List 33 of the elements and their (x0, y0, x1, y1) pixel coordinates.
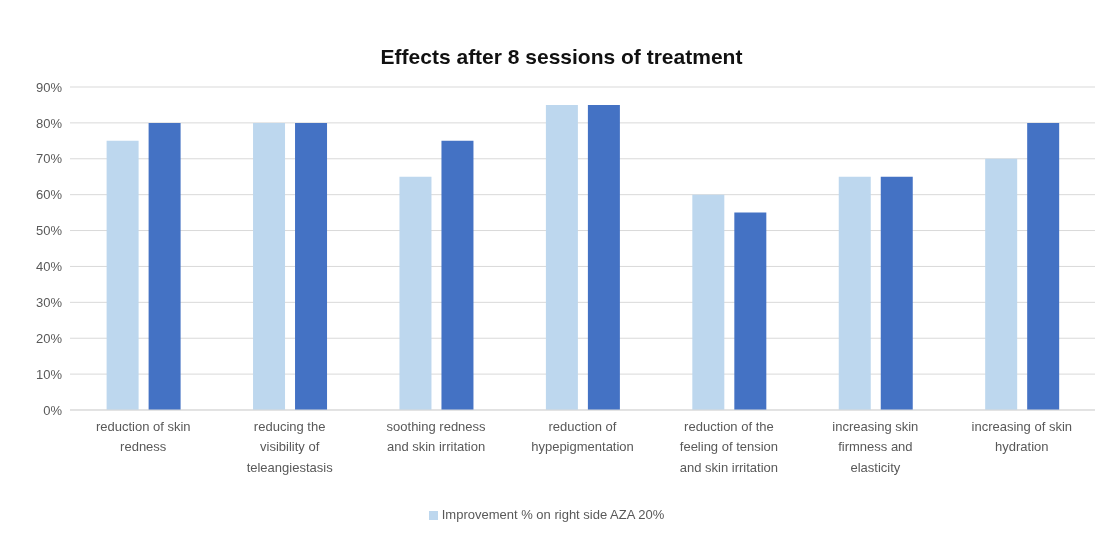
bar (1027, 122, 1060, 410)
y-tick-label: 50% (35, 223, 63, 239)
bar (692, 194, 725, 410)
x-tick-label: reducing the visibility of teleangiestasis (246, 419, 334, 475)
bar (985, 158, 1018, 410)
bar (838, 176, 871, 410)
bar (106, 140, 139, 410)
y-tick-label: 40% (35, 259, 63, 275)
bar (399, 176, 432, 410)
x-tick-label: reduction of hypepigmentation (531, 419, 634, 455)
bar (148, 122, 181, 410)
y-tick-label: 90% (35, 79, 63, 95)
x-tick-label: increasing of skin hydration (971, 419, 1073, 455)
x-tick-label: reduction of skin redness (95, 419, 191, 455)
bar (253, 122, 286, 410)
bar (295, 122, 328, 410)
y-tick-label: 80% (35, 115, 63, 131)
bar (880, 176, 913, 410)
bar (545, 104, 578, 410)
y-tick-label: 60% (35, 187, 63, 203)
chart-title: Effects after 8 sessions of treatment (379, 44, 744, 70)
x-tick-label: soothing redness and skin irritation (386, 419, 487, 455)
y-tick-label: 0% (43, 402, 63, 418)
bar (441, 140, 474, 410)
y-tick-label: 20% (35, 330, 63, 346)
y-tick-label: 30% (35, 294, 63, 310)
x-tick-label: increasing skin firmness and elasticity (832, 419, 919, 475)
legend-label: Improvement % on right side AZA 20% (441, 507, 665, 522)
bar (734, 212, 767, 410)
y-tick-label: 70% (35, 151, 63, 167)
y-tick-label: 10% (35, 366, 63, 382)
x-tick-label: reduction of the feeling of tension and skin irritation (679, 419, 779, 475)
bar (587, 104, 620, 410)
